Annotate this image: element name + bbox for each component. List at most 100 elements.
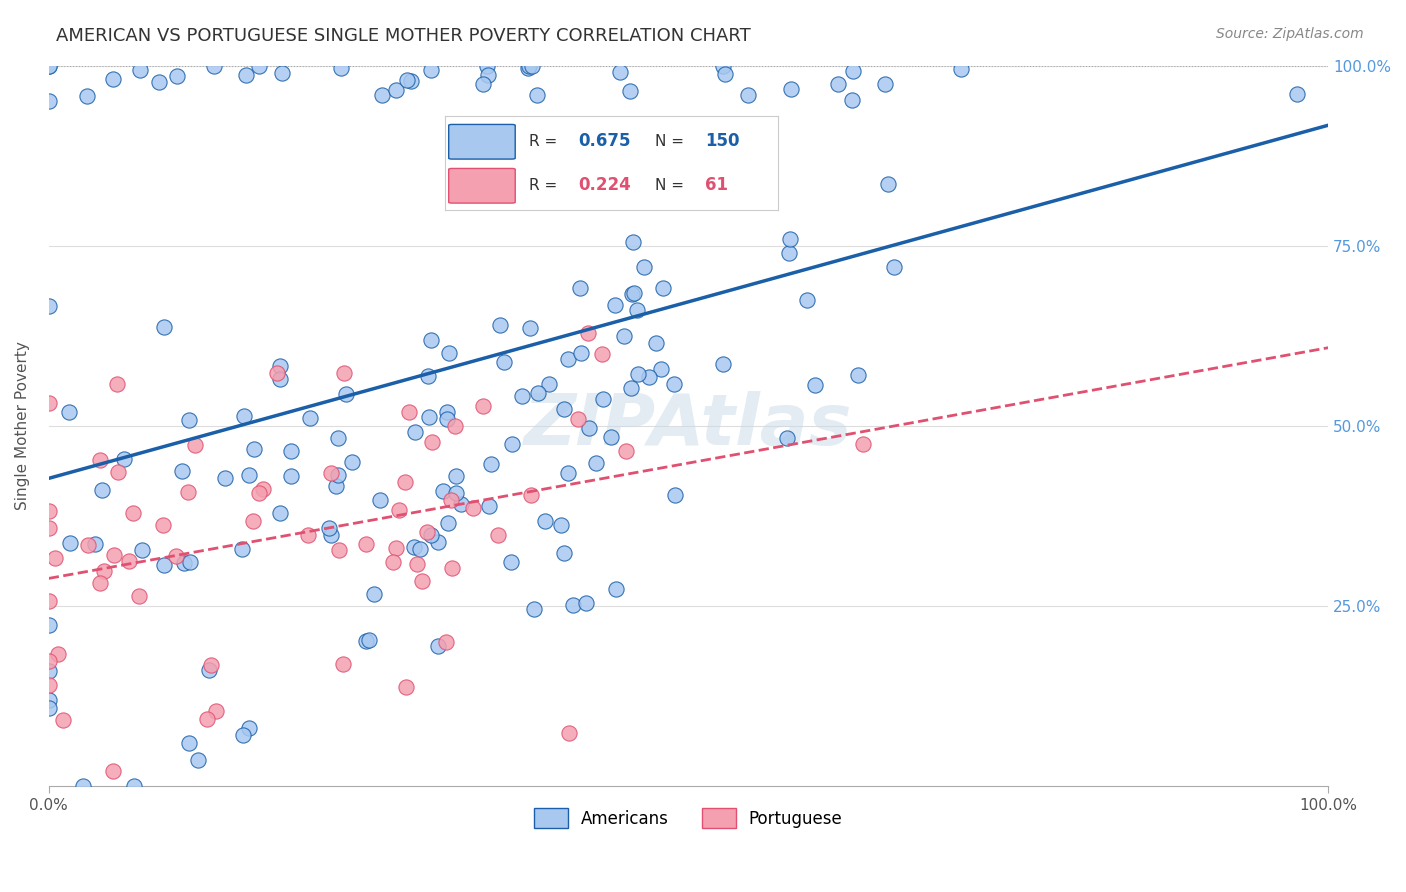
Portuguese xyxy=(38,654,60,668)
Americans xyxy=(363,587,385,601)
Americans xyxy=(578,420,600,434)
Americans xyxy=(91,483,114,497)
Portuguese xyxy=(38,504,60,518)
Americans xyxy=(479,457,502,471)
Americans xyxy=(153,558,176,572)
Americans xyxy=(662,377,685,392)
Americans xyxy=(436,405,458,419)
Americans xyxy=(553,546,575,560)
Americans xyxy=(575,596,598,610)
Americans xyxy=(173,556,195,570)
Americans xyxy=(444,486,467,500)
Portuguese xyxy=(388,502,411,516)
Portuguese xyxy=(411,574,433,588)
Americans xyxy=(166,69,188,83)
Portuguese xyxy=(89,575,111,590)
Americans xyxy=(638,370,661,384)
Americans xyxy=(280,469,302,483)
Portuguese xyxy=(486,528,509,542)
Americans xyxy=(131,542,153,557)
Americans xyxy=(335,387,357,401)
Americans xyxy=(409,541,432,556)
Portuguese xyxy=(440,561,463,575)
Portuguese xyxy=(382,555,405,569)
Americans xyxy=(650,362,672,376)
Text: Source: ZipAtlas.com: Source: ZipAtlas.com xyxy=(1216,27,1364,41)
Americans xyxy=(592,392,614,407)
Americans xyxy=(526,386,548,401)
Portuguese xyxy=(38,678,60,692)
Americans xyxy=(101,71,124,86)
Americans xyxy=(202,59,225,73)
Americans xyxy=(38,693,60,707)
Portuguese xyxy=(38,521,60,535)
Americans xyxy=(501,437,523,451)
Americans xyxy=(427,639,450,653)
Americans xyxy=(779,82,801,96)
Portuguese xyxy=(38,594,60,608)
Americans xyxy=(550,518,572,533)
Americans xyxy=(444,469,467,483)
Americans xyxy=(124,779,146,793)
Americans xyxy=(644,336,666,351)
Americans xyxy=(778,246,800,260)
Portuguese xyxy=(266,366,288,380)
Portuguese xyxy=(89,453,111,467)
Portuguese xyxy=(415,524,437,539)
Americans xyxy=(231,542,253,557)
Americans xyxy=(58,405,80,419)
Americans xyxy=(510,389,533,403)
Portuguese xyxy=(195,713,218,727)
Americans xyxy=(432,483,454,498)
Americans xyxy=(492,355,515,369)
Americans xyxy=(477,69,499,83)
Americans xyxy=(214,471,236,485)
Americans xyxy=(72,779,94,793)
Portuguese xyxy=(165,549,187,564)
Americans xyxy=(328,467,350,482)
Americans xyxy=(437,346,460,360)
Americans xyxy=(38,299,60,313)
Americans xyxy=(568,280,591,294)
Americans xyxy=(600,430,623,444)
Americans xyxy=(170,464,193,478)
Portuguese xyxy=(52,713,75,727)
Portuguese xyxy=(319,466,342,480)
Americans xyxy=(569,346,592,360)
Americans xyxy=(38,94,60,108)
Americans xyxy=(38,59,60,73)
Americans xyxy=(357,633,380,648)
Americans xyxy=(779,232,801,246)
Americans xyxy=(841,93,863,107)
Portuguese xyxy=(394,475,416,489)
Portuguese xyxy=(333,366,356,380)
Americans xyxy=(714,67,737,81)
Americans xyxy=(737,87,759,102)
Americans xyxy=(38,664,60,678)
Portuguese xyxy=(103,548,125,562)
Americans xyxy=(271,66,294,80)
Americans xyxy=(804,378,827,392)
Portuguese xyxy=(38,396,60,410)
Portuguese xyxy=(557,725,579,739)
Americans xyxy=(436,412,458,426)
Americans xyxy=(827,77,849,91)
Americans xyxy=(471,77,494,91)
Portuguese xyxy=(252,483,274,497)
Portuguese xyxy=(105,376,128,391)
Americans xyxy=(38,700,60,714)
Americans xyxy=(269,506,291,520)
Americans xyxy=(418,409,440,424)
Americans xyxy=(553,402,575,417)
Americans xyxy=(396,72,419,87)
Americans xyxy=(711,357,734,371)
Americans xyxy=(876,177,898,191)
Americans xyxy=(280,443,302,458)
Portuguese xyxy=(385,541,408,555)
Americans xyxy=(112,451,135,466)
Portuguese xyxy=(93,564,115,578)
Americans xyxy=(342,455,364,469)
Americans xyxy=(488,318,510,332)
Americans xyxy=(404,540,426,554)
Americans xyxy=(420,528,443,542)
